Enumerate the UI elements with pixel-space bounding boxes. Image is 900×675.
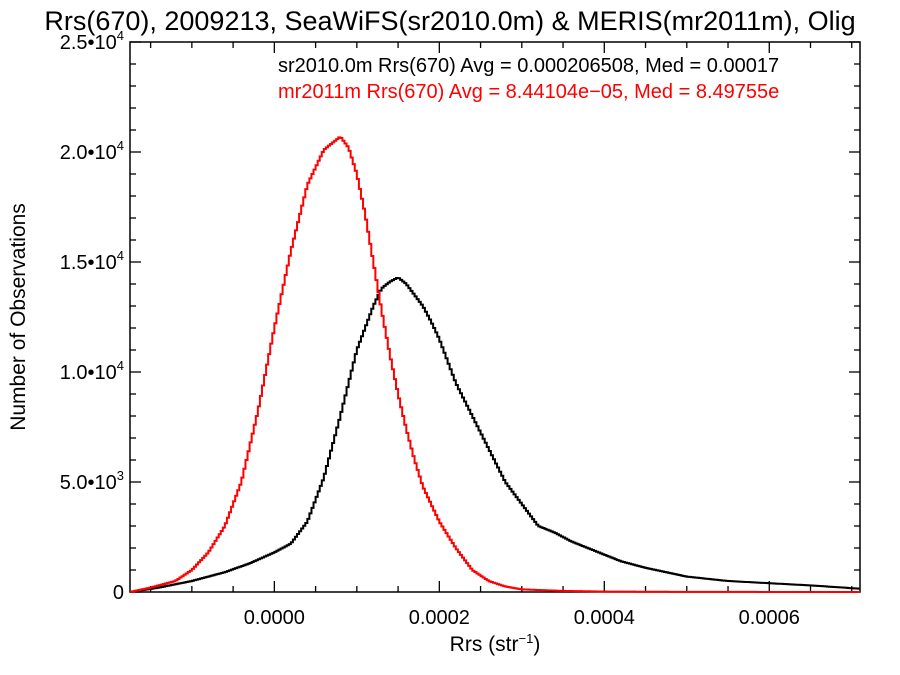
- x-tick-label: 0.0002: [409, 607, 470, 629]
- x-tick-label: 0.0000: [244, 607, 305, 629]
- plot-frame: [129, 41, 861, 593]
- x-tick-label: 0.0004: [574, 607, 635, 629]
- y-tick-label: 1.0•104: [60, 358, 124, 384]
- x-axis: 0.0000 0.0002 0.0004 0.0006: [149, 42, 853, 629]
- series-group: [130, 136, 860, 593]
- x-tick-label: 0.0006: [739, 607, 800, 629]
- chart-title: Rrs(670), 2009213, SeaWiFS(sr2010.0m) & …: [44, 6, 855, 36]
- x-axis-label: Rrs (str−1): [450, 631, 541, 656]
- series-line-1: [130, 136, 860, 593]
- y-tick-label: 2.0•104: [60, 138, 124, 164]
- y-tick-label: 2.5•104: [60, 28, 124, 54]
- legend-entry-mr2011: mr2011m Rrs(670) Avg = 8.44104e−05, Med …: [278, 81, 779, 103]
- y-tick-label: 1.5•104: [60, 248, 124, 274]
- y-tick-label: 0: [113, 582, 124, 604]
- legend-entry-sr2010: sr2010.0m Rrs(670) Avg = 0.000206508, Me…: [278, 55, 779, 77]
- y-axis: 0 5.0•103 1.0•104 1.5•104 2.0•104 2.5•104: [60, 28, 860, 604]
- y-tick-label: 5.0•103: [60, 468, 124, 494]
- y-axis-label: Number of Observations: [7, 203, 30, 431]
- series-line-0: [130, 276, 860, 593]
